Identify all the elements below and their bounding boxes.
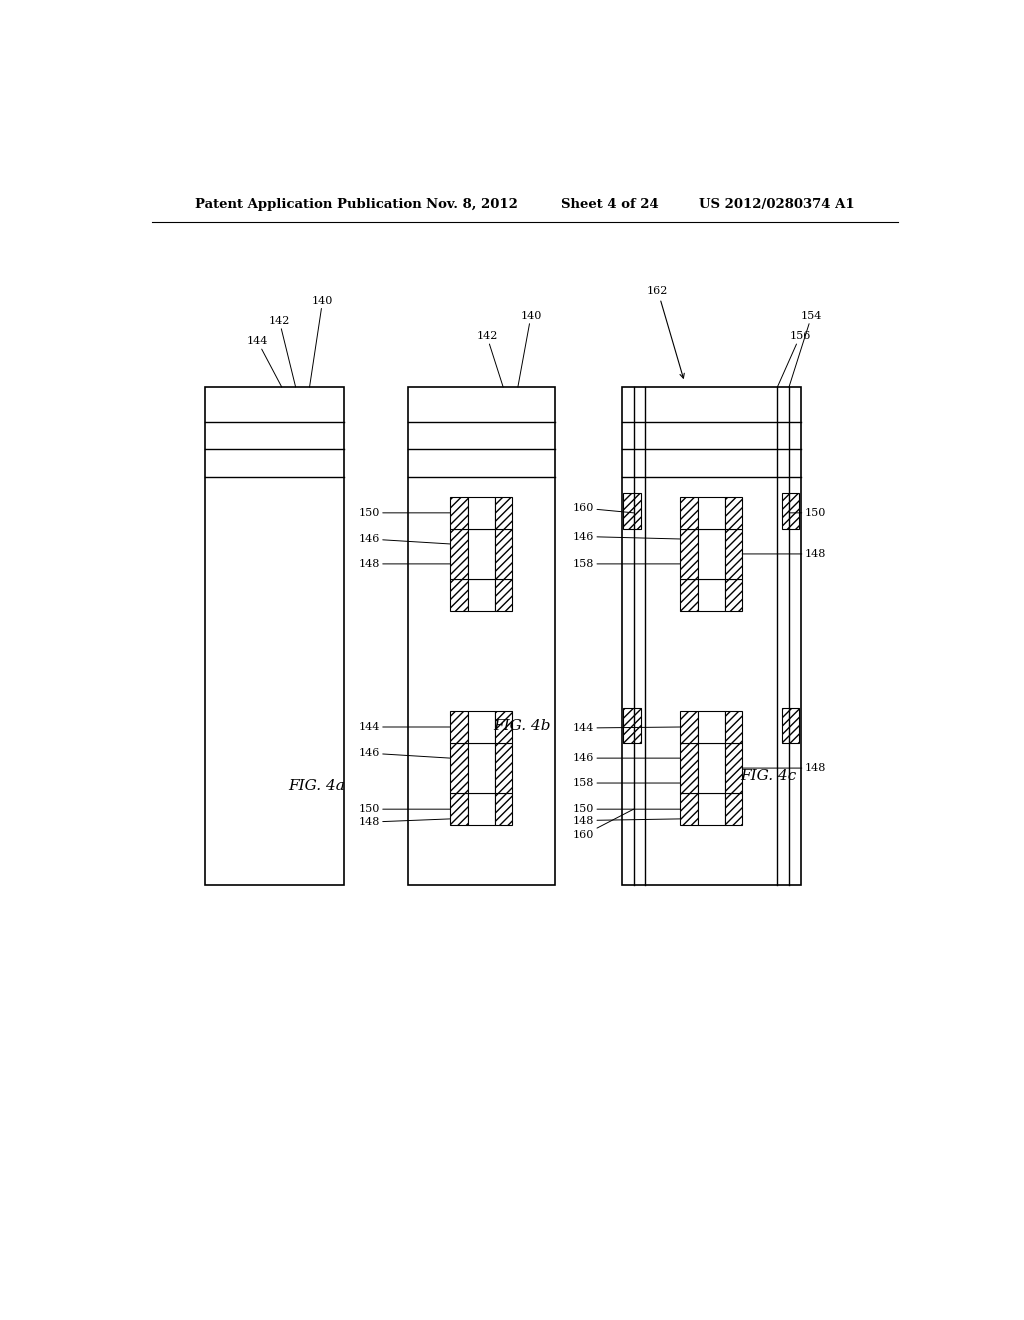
Bar	[451, 793, 468, 825]
Bar	[468, 710, 495, 743]
Text: 142: 142	[268, 315, 296, 387]
Bar	[782, 708, 800, 743]
Bar	[206, 387, 344, 886]
Bar	[697, 743, 725, 793]
Bar	[697, 579, 725, 611]
Bar	[697, 496, 725, 529]
Text: 148: 148	[742, 549, 826, 558]
Text: Sheet 4 of 24: Sheet 4 of 24	[560, 198, 658, 211]
Text: 144: 144	[358, 722, 451, 733]
Text: 150: 150	[358, 508, 451, 517]
Text: 156: 156	[777, 331, 811, 387]
Text: 144: 144	[247, 337, 282, 387]
Bar	[495, 579, 512, 611]
Text: 150: 150	[788, 508, 826, 517]
Bar	[468, 529, 495, 579]
Text: 146: 146	[572, 754, 681, 763]
Text: 146: 146	[358, 535, 451, 544]
Bar	[725, 529, 742, 579]
Bar	[495, 710, 512, 743]
Text: Patent Application Publication: Patent Application Publication	[196, 198, 422, 211]
Bar	[451, 496, 468, 529]
Text: 158: 158	[572, 558, 681, 569]
Bar	[697, 793, 725, 825]
Bar	[681, 496, 697, 529]
Text: 146: 146	[572, 532, 681, 541]
Bar	[451, 710, 468, 743]
Text: FIG. 4a: FIG. 4a	[288, 779, 345, 792]
Text: 148: 148	[742, 763, 826, 774]
Text: FIG. 4c: FIG. 4c	[740, 768, 797, 783]
Bar	[495, 496, 512, 529]
Text: Nov. 8, 2012: Nov. 8, 2012	[426, 198, 517, 211]
Bar	[681, 743, 697, 793]
Bar	[495, 529, 512, 579]
Bar	[725, 496, 742, 529]
Bar	[624, 494, 641, 529]
Text: 140: 140	[518, 312, 542, 387]
Bar	[495, 743, 512, 793]
Bar	[451, 743, 468, 793]
Bar	[468, 496, 495, 529]
Text: 142: 142	[476, 331, 503, 387]
Text: 150: 150	[572, 804, 681, 814]
Bar	[725, 710, 742, 743]
Text: 148: 148	[358, 558, 451, 569]
Text: 154: 154	[788, 312, 822, 387]
Text: 140: 140	[309, 296, 333, 387]
Bar	[624, 708, 641, 743]
Bar	[408, 387, 555, 886]
Bar	[782, 494, 800, 529]
Bar	[725, 743, 742, 793]
Text: 160: 160	[572, 809, 634, 840]
Text: 160: 160	[572, 503, 634, 513]
Bar	[681, 529, 697, 579]
Bar	[681, 793, 697, 825]
Bar	[451, 529, 468, 579]
Bar	[468, 579, 495, 611]
Text: 148: 148	[358, 817, 451, 828]
Bar	[697, 710, 725, 743]
Text: FIG. 4b: FIG. 4b	[494, 719, 551, 733]
Text: 162: 162	[647, 285, 684, 378]
Bar	[451, 579, 468, 611]
Bar	[495, 793, 512, 825]
Bar	[622, 387, 801, 886]
Bar	[681, 710, 697, 743]
Bar	[468, 793, 495, 825]
Text: US 2012/0280374 A1: US 2012/0280374 A1	[699, 198, 855, 211]
Text: 144: 144	[572, 723, 681, 733]
Bar	[697, 529, 725, 579]
Bar	[725, 793, 742, 825]
Text: 158: 158	[572, 777, 681, 788]
Bar	[725, 579, 742, 611]
Bar	[681, 579, 697, 611]
Bar	[468, 743, 495, 793]
Text: 146: 146	[358, 748, 451, 758]
Text: 148: 148	[572, 816, 681, 825]
Text: 150: 150	[358, 804, 451, 814]
